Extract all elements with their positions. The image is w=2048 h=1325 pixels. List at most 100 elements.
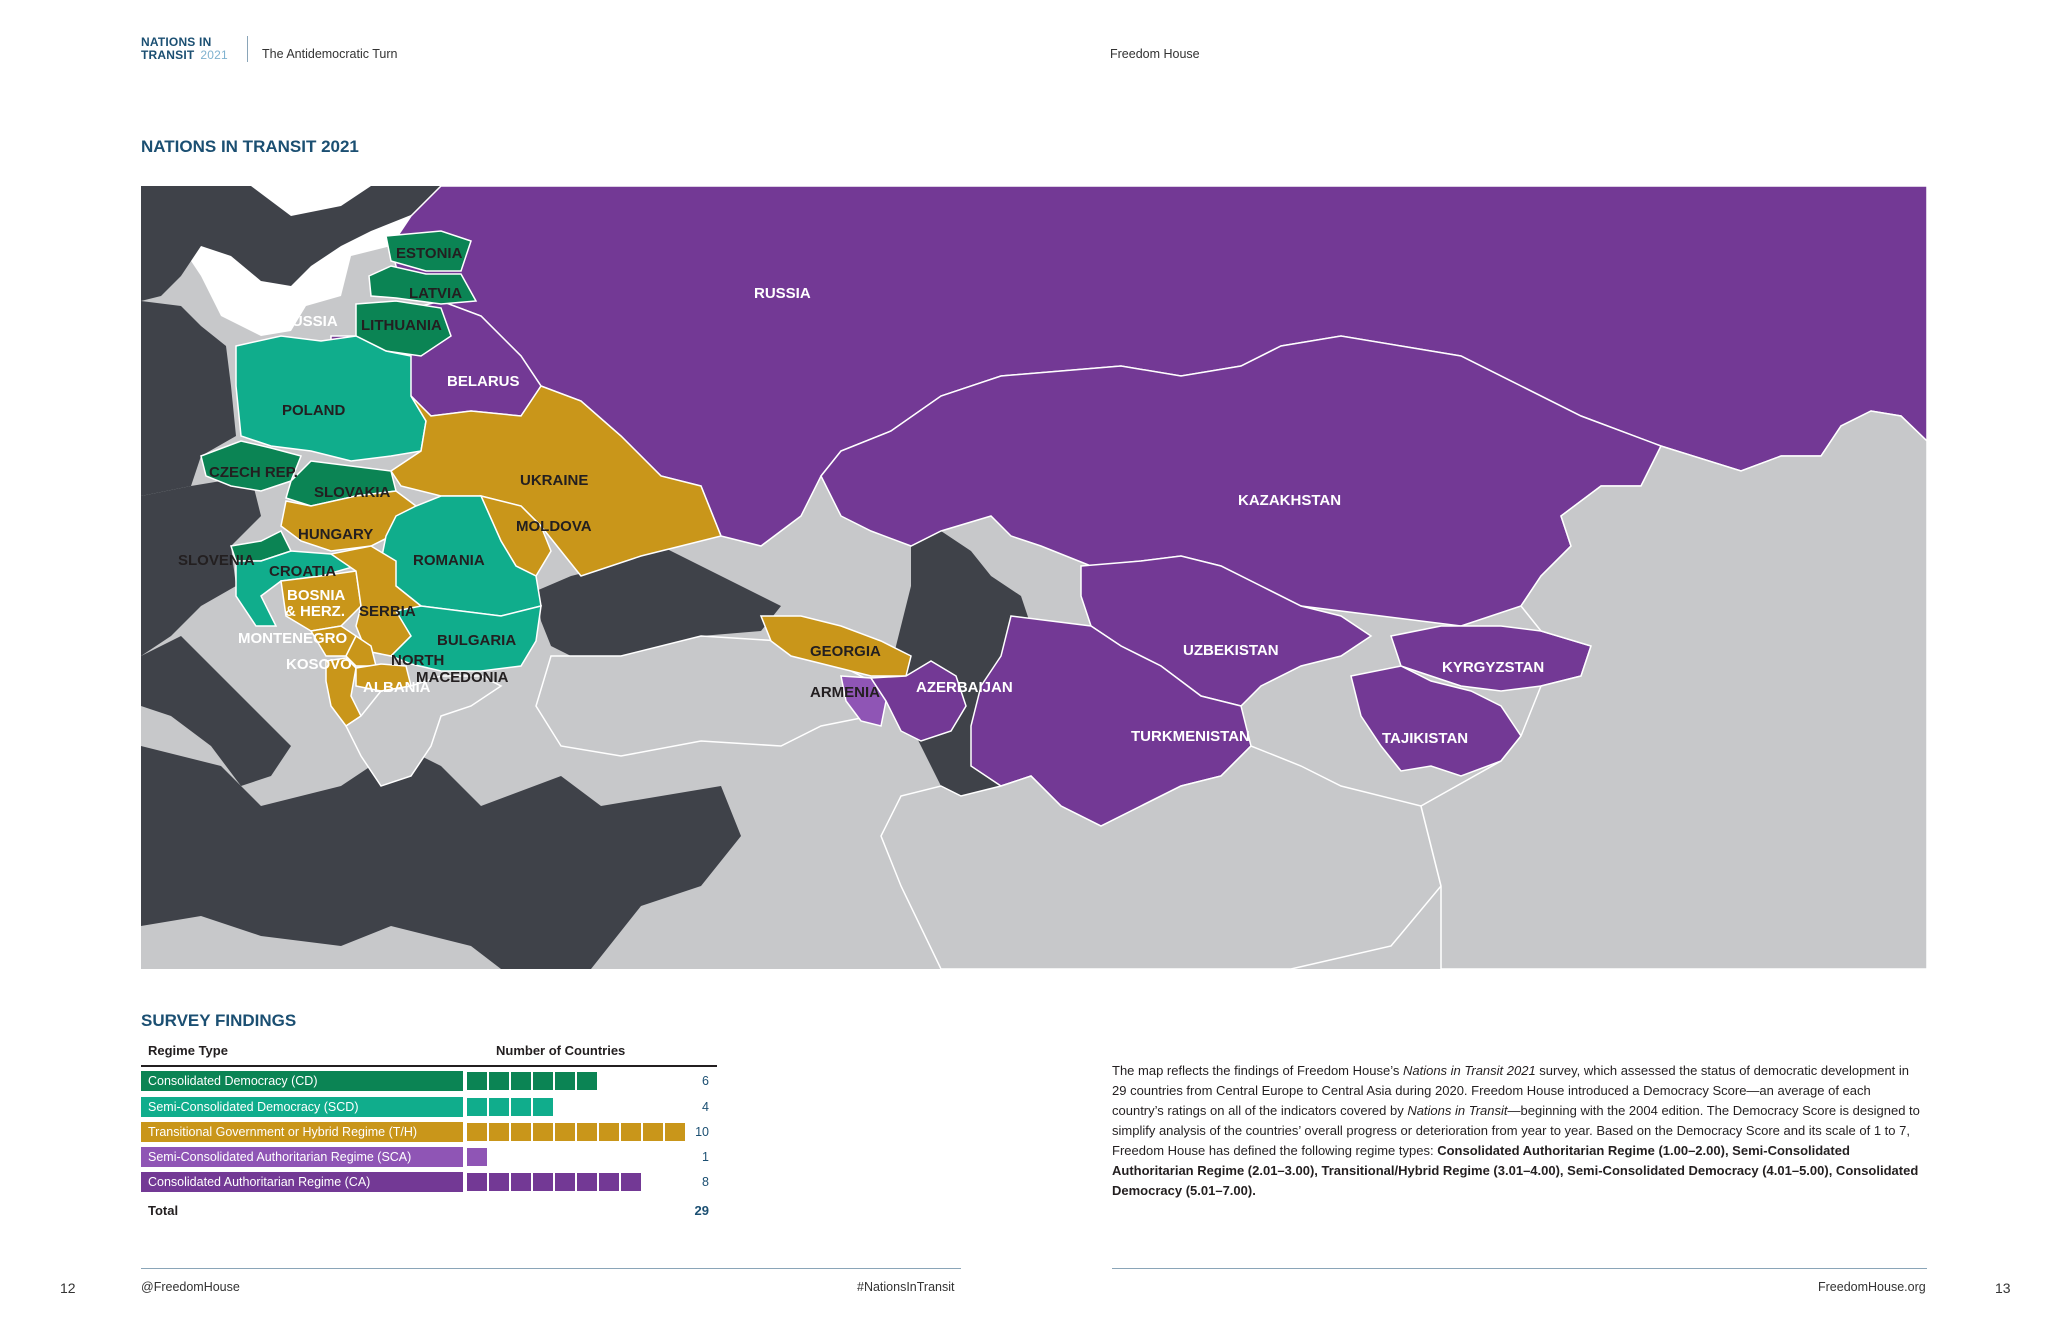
page-number-right: 13 (1995, 1280, 2011, 1296)
count-cell (511, 1173, 531, 1191)
regime-label: Consolidated Democracy (CD) (141, 1071, 463, 1091)
footer-rule-right (1112, 1268, 1927, 1269)
label-russia-west: RUSSIA (281, 313, 338, 330)
count-cell (555, 1072, 575, 1090)
label-bosnia-1: BOSNIA (287, 587, 346, 604)
scandinavia (141, 186, 441, 301)
label-albania: ALBANIA (363, 679, 431, 696)
count-cell (643, 1123, 663, 1141)
ukraine-region (389, 385, 723, 577)
count-cell (577, 1173, 597, 1191)
label-armenia: ARMENIA (810, 684, 880, 701)
label-turkmenistan: TURKMENISTAN (1131, 728, 1250, 745)
header-subtitle: The Antidemocratic Turn (262, 47, 398, 61)
greece (345, 675, 503, 787)
footer-hashtag[interactable]: #NationsInTransit (857, 1280, 955, 1294)
regime-count: 1 (702, 1150, 709, 1164)
count-cell (555, 1173, 575, 1191)
count-cell (467, 1072, 487, 1090)
regime-label: Consolidated Authoritarian Regime (CA) (141, 1172, 463, 1192)
count-cell (467, 1123, 487, 1141)
china (1420, 410, 1927, 969)
estonia-region (385, 230, 472, 272)
count-cell (533, 1123, 553, 1141)
regime-count: 4 (702, 1100, 709, 1114)
label-poland: POLAND (282, 402, 346, 419)
footer-handle[interactable]: @FreedomHouse (141, 1280, 240, 1294)
label-belarus: BELARUS (447, 373, 520, 390)
count-cell (511, 1123, 531, 1141)
turkey (535, 635, 882, 757)
count-cell (533, 1173, 553, 1191)
description-regime-scale: Consolidated Authoritarian Regime (1.00–… (1112, 1143, 1919, 1198)
count-cell (621, 1123, 641, 1141)
regime-label: Semi-Consolidated Democracy (SCD) (141, 1097, 463, 1117)
count-cell (489, 1072, 509, 1090)
bosnia-region (280, 570, 362, 632)
count-cell (489, 1173, 509, 1191)
latvia-region (368, 265, 478, 305)
brand-line-1: NATIONS IN (141, 35, 212, 49)
count-cell (467, 1098, 487, 1116)
count-cell (665, 1123, 685, 1141)
count-cell (511, 1098, 531, 1116)
survey-title: SURVEY FINDINGS (141, 1011, 297, 1030)
header-org: Freedom House (1110, 47, 1200, 61)
label-moldova: MOLDOVA (516, 518, 592, 535)
label-tajikistan: TAJIKISTAN (1382, 730, 1468, 747)
col-count-header: Number of Countries (496, 1043, 626, 1058)
header-divider (247, 36, 248, 62)
regime-count: 8 (702, 1175, 709, 1189)
page-number-left: 12 (60, 1280, 76, 1296)
label-kyrgyzstan: KYRGYZSTAN (1442, 659, 1544, 676)
label-croatia: CROATIA (269, 563, 336, 580)
footer-rule-left (141, 1268, 961, 1269)
survey-row: Consolidated Authoritarian Regime (CA) 8 (141, 1172, 717, 1192)
count-cell (555, 1123, 575, 1141)
label-slovakia: SLOVAKIA (314, 484, 391, 501)
label-bosnia-2: & HERZ. (285, 603, 345, 620)
label-uzbekistan: UZBEKISTAN (1183, 642, 1279, 659)
survey-row: Consolidated Democracy (CD) 6 (141, 1071, 717, 1091)
regime-map: RUSSIA RUSSIA ESTONIA LATVIA LITHUANIA B… (141, 186, 1927, 969)
brand-logo: NATIONS IN TRANSIT 2021 (141, 36, 228, 62)
count-cell (533, 1072, 553, 1090)
count-cell (489, 1123, 509, 1141)
poland-region (235, 335, 427, 462)
total-value: 29 (694, 1203, 709, 1218)
label-montenegro: MONTENEGRO (238, 630, 348, 647)
label-azerbaijan: AZERBAIJAN (916, 679, 1013, 696)
description-em-1: Nations in Transit 2021 (1402, 1063, 1536, 1078)
label-north-2: MACEDONIA (416, 669, 509, 686)
western-europe (141, 301, 236, 496)
label-russia: RUSSIA (754, 285, 811, 302)
label-hungary: HUNGARY (298, 526, 373, 543)
col-regime-header: Regime Type (148, 1043, 228, 1058)
austria-italy (141, 476, 261, 656)
regime-count: 10 (695, 1125, 709, 1139)
azerbaijan-region (869, 660, 967, 742)
black-sea (536, 546, 781, 661)
count-cell (533, 1098, 553, 1116)
brand-year: 2021 (200, 48, 228, 62)
label-north-1: NORTH (391, 652, 444, 669)
label-georgia: GEORGIA (810, 643, 881, 660)
label-estonia: ESTONIA (396, 245, 463, 262)
count-cell (621, 1173, 641, 1191)
survey-header-rule (141, 1065, 717, 1067)
count-cell (599, 1123, 619, 1141)
regime-count: 6 (702, 1074, 709, 1088)
description-em-2: Nations in Transit (1407, 1103, 1508, 1118)
label-bulgaria: BULGARIA (437, 632, 516, 649)
label-latvia: LATVIA (409, 285, 462, 302)
italy (141, 636, 291, 786)
count-cell (577, 1072, 597, 1090)
brand-line-2: TRANSIT 2021 (141, 48, 228, 62)
count-cell (577, 1123, 597, 1141)
label-czech: CZECH REP. (209, 464, 298, 481)
footer-site[interactable]: FreedomHouse.org (1818, 1280, 1926, 1294)
survey-row: Semi-Consolidated Democracy (SCD) 4 (141, 1097, 717, 1117)
regime-label: Transitional Government or Hybrid Regime… (141, 1122, 463, 1142)
survey-row: Semi-Consolidated Authoritarian Regime (… (141, 1147, 717, 1167)
label-serbia: SERBIA (359, 603, 416, 620)
